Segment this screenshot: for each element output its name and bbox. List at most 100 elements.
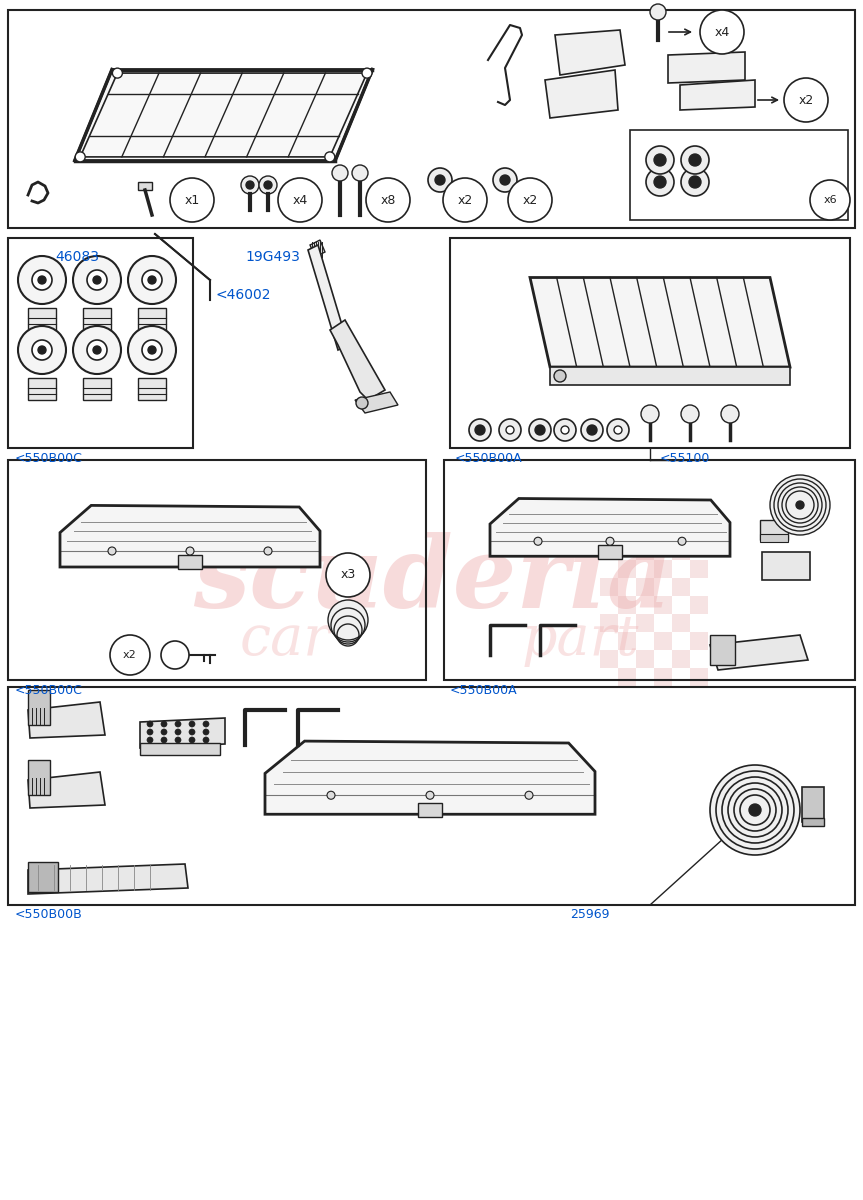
- Bar: [178, 556, 202, 569]
- Polygon shape: [330, 320, 385, 400]
- Circle shape: [32, 270, 52, 290]
- Bar: [600, 650, 618, 668]
- Circle shape: [689, 176, 701, 188]
- Circle shape: [678, 538, 686, 545]
- Circle shape: [508, 178, 552, 222]
- Text: car: car: [240, 613, 331, 667]
- Circle shape: [749, 804, 761, 816]
- Circle shape: [681, 404, 699, 422]
- Circle shape: [161, 728, 167, 734]
- Circle shape: [110, 635, 150, 674]
- Text: x2: x2: [522, 193, 538, 206]
- Circle shape: [435, 175, 445, 185]
- Text: scuderia: scuderia: [192, 532, 671, 629]
- Circle shape: [810, 180, 850, 220]
- Circle shape: [426, 791, 434, 799]
- Polygon shape: [545, 70, 618, 118]
- Text: x2: x2: [798, 94, 814, 107]
- Circle shape: [681, 146, 709, 174]
- Bar: [690, 596, 708, 614]
- Polygon shape: [28, 864, 188, 894]
- Circle shape: [161, 721, 167, 727]
- Circle shape: [203, 737, 209, 743]
- Circle shape: [366, 178, 410, 222]
- Text: 25969: 25969: [570, 908, 609, 922]
- Text: <55100: <55100: [660, 452, 710, 464]
- Circle shape: [87, 340, 107, 360]
- Circle shape: [148, 276, 156, 284]
- Bar: [28, 690, 50, 725]
- Bar: [672, 614, 690, 632]
- Circle shape: [203, 728, 209, 734]
- Circle shape: [535, 425, 545, 434]
- Bar: [28, 862, 58, 892]
- Circle shape: [700, 10, 744, 54]
- Circle shape: [796, 502, 804, 509]
- Bar: [802, 787, 824, 822]
- Bar: [760, 534, 788, 542]
- Polygon shape: [550, 367, 790, 385]
- Circle shape: [554, 419, 576, 440]
- Circle shape: [614, 426, 622, 434]
- Circle shape: [324, 152, 335, 162]
- Polygon shape: [140, 718, 225, 748]
- Polygon shape: [265, 742, 595, 815]
- Polygon shape: [530, 277, 790, 367]
- Bar: [8, 460, 426, 680]
- Bar: [444, 460, 855, 680]
- Circle shape: [142, 270, 162, 290]
- Text: x1: x1: [185, 193, 199, 206]
- Bar: [83, 378, 111, 400]
- Bar: [600, 614, 618, 632]
- Text: <550B00B: <550B00B: [15, 908, 83, 922]
- Bar: [618, 668, 636, 686]
- Circle shape: [641, 404, 659, 422]
- Text: <550B00C: <550B00C: [15, 684, 83, 697]
- Circle shape: [175, 737, 181, 743]
- Text: x2: x2: [457, 193, 473, 206]
- Circle shape: [721, 404, 739, 422]
- Circle shape: [561, 426, 569, 434]
- Circle shape: [264, 181, 272, 188]
- Circle shape: [75, 152, 85, 162]
- Circle shape: [148, 346, 156, 354]
- Circle shape: [506, 426, 514, 434]
- Bar: [654, 596, 672, 614]
- Circle shape: [18, 326, 66, 374]
- Circle shape: [93, 276, 101, 284]
- Bar: [138, 308, 166, 330]
- Bar: [654, 668, 672, 686]
- Bar: [8, 10, 855, 228]
- Circle shape: [38, 276, 46, 284]
- Bar: [762, 552, 810, 580]
- Circle shape: [554, 370, 566, 382]
- Bar: [672, 650, 690, 668]
- Bar: [710, 635, 735, 665]
- Bar: [690, 632, 708, 650]
- Circle shape: [87, 270, 107, 290]
- Circle shape: [681, 168, 709, 196]
- Bar: [690, 560, 708, 578]
- Bar: [672, 542, 690, 560]
- Bar: [28, 378, 56, 400]
- Bar: [654, 560, 672, 578]
- Circle shape: [189, 721, 195, 727]
- Circle shape: [352, 164, 368, 181]
- Circle shape: [525, 791, 533, 799]
- Circle shape: [259, 176, 277, 194]
- Circle shape: [170, 178, 214, 222]
- Text: <550B00A: <550B00A: [455, 452, 523, 464]
- Polygon shape: [710, 635, 808, 670]
- Text: 19G493: 19G493: [245, 250, 299, 264]
- Circle shape: [581, 419, 603, 440]
- Text: x6: x6: [823, 194, 837, 205]
- Circle shape: [18, 256, 66, 304]
- Bar: [8, 686, 855, 905]
- Circle shape: [246, 181, 254, 188]
- Circle shape: [328, 600, 368, 640]
- Circle shape: [175, 728, 181, 734]
- Circle shape: [362, 68, 372, 78]
- Bar: [8, 238, 193, 448]
- Circle shape: [500, 175, 510, 185]
- Circle shape: [147, 728, 153, 734]
